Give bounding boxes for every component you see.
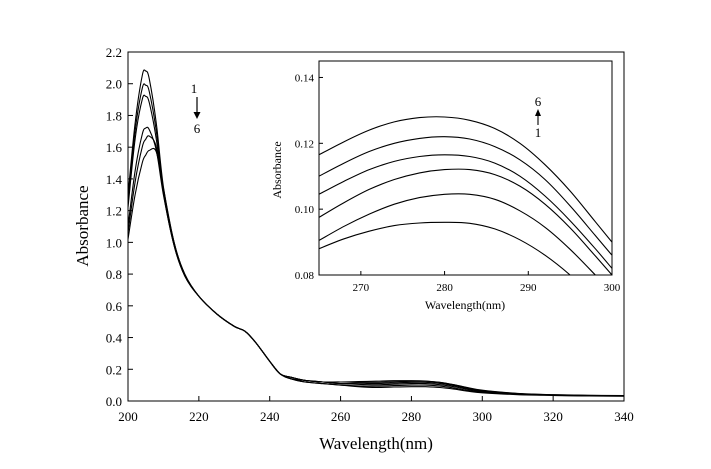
inset-y-axis-label: Absorbance [270,141,284,198]
inset-y-tick-label: 0.08 [295,270,315,282]
main-x-tick-label: 300 [473,409,493,424]
main-x-tick-label: 200 [118,409,138,424]
main-x-tick-label: 220 [189,409,209,424]
main-y-tick-label: 1.6 [106,140,123,155]
inset-chart: 270 280 290 300 0.08 0.10 0.12 0.14 Wavelength… [270,60,621,312]
main-x-axis-label: Wavelength(nm) [319,434,433,453]
inset-series-line-1 [319,221,571,275]
inset-x-axis: 270 280 290 300 [353,271,621,294]
inset-y-tick-label: 0.10 [295,204,315,216]
main-trend-annotation: 1 6 [191,81,201,136]
main-series-line-3 [128,94,624,397]
main-y-tick-label: 0.4 [106,331,123,346]
main-series-line-6 [128,147,624,397]
main-series-group [128,69,624,397]
main-x-tick-label: 340 [614,409,634,424]
inset-trend-start-label: 6 [535,94,542,109]
inset-trend-arrow-head [535,109,541,116]
main-trend-end-label: 6 [194,121,201,136]
main-y-tick-label: 0.2 [106,362,122,377]
inset-series-line-5 [319,136,612,256]
main-x-tick-label: 240 [260,409,280,424]
main-y-tick-label: 1.4 [106,172,123,187]
inset-series-group [319,116,612,275]
inset-series-line-4 [319,154,612,269]
inset-series-line-3 [319,168,612,275]
main-y-axis-label: Absorbance [73,185,92,266]
inset-trend-annotation: 6 1 [535,94,542,140]
main-y-tick-label: 1.2 [106,204,122,219]
main-trend-start-label: 1 [191,81,198,96]
main-trend-arrow-head [193,112,201,119]
main-y-axis: 0.0 0.2 0.4 0.6 0.8 1.0 1.2 1.4 1.6 1.8 2.0 2.2 [106,45,133,409]
main-y-tick-label: 2.0 [106,77,122,92]
main-x-axis: 200 220 240 260 280 300 320 340 [118,396,634,424]
inset-y-tick-label: 0.12 [295,138,314,150]
main-x-tick-label: 280 [402,409,422,424]
inset-plot-frame [318,60,613,276]
inset-y-axis: 0.08 0.10 0.12 0.14 [295,72,323,282]
main-y-tick-label: 1.8 [106,108,122,123]
inset-trend-end-label: 1 [535,125,542,140]
main-chart: 200 220 240 260 280 300 320 340 0.0 0.2 0.4 0.6 0.8… [73,45,634,453]
inset-x-axis-label: Wavelength(nm) [425,298,505,312]
inset-series-line-2 [319,193,597,275]
main-y-tick-label: 2.2 [106,45,122,60]
inset-x-tick-label: 290 [520,282,537,294]
inset-x-tick-label: 280 [436,282,453,294]
main-x-tick-label: 320 [543,409,563,424]
main-y-tick-label: 0.6 [106,299,123,314]
inset-x-tick-label: 300 [604,282,621,294]
inset-background [319,61,612,275]
main-y-tick-label: 0.8 [106,267,122,282]
main-y-tick-label: 0.0 [106,394,122,409]
main-x-tick-label: 260 [331,409,351,424]
inset-series-line-6 [319,116,612,243]
main-y-tick-label: 1.0 [106,235,122,250]
inset-y-tick-label: 0.14 [295,72,315,84]
inset-x-tick-label: 270 [353,282,370,294]
